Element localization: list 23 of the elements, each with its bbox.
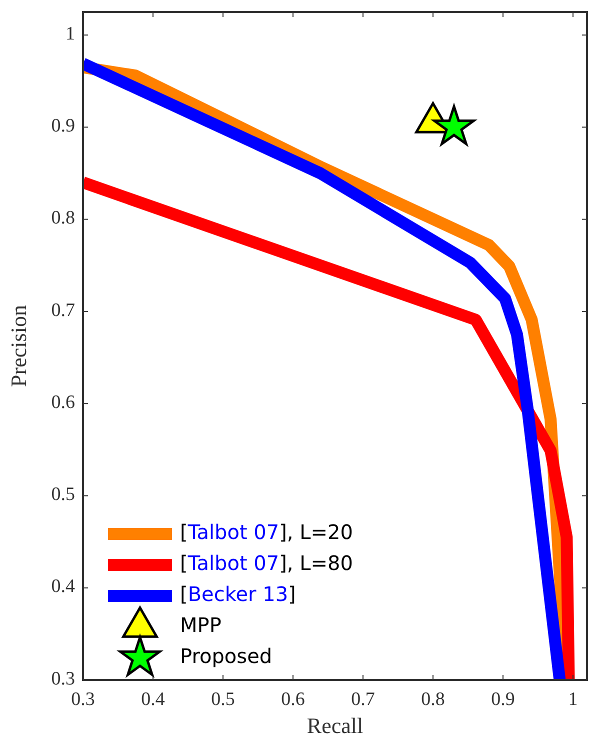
legend-label: Proposed [180,644,272,668]
legend-label: [Becker 13] [180,582,296,606]
legend-label: MPP [180,613,222,638]
x-axis-title: Recall [306,713,364,738]
y-tick-label: 0.3 [51,668,75,690]
x-tick-label: 0.5 [211,689,235,710]
x-tick-label: 0.6 [281,689,305,710]
y-tick-label: 0.4 [51,576,76,598]
legend-label: [Talbot 07], L=20 [180,520,353,544]
y-tick-label: 0.6 [51,392,75,413]
y-tick-label: 1 [66,23,75,44]
y-tick-label: 0.9 [51,116,75,137]
y-tick-label: 0.7 [51,300,75,321]
x-tick-label: 0.8 [421,689,445,710]
x-tick-label: 0.3 [71,689,95,710]
y-axis-title: Precision [6,305,31,387]
x-tick-label: 0.4 [141,689,166,710]
y-tick-label: 0.8 [51,208,75,229]
x-tick-label: 0.9 [491,689,515,710]
x-tick-label: 0.7 [351,689,375,710]
x-tick-label: 1 [568,689,578,710]
legend-label: [Talbot 07], L=80 [180,551,353,576]
y-tick-label: 0.5 [51,484,75,506]
